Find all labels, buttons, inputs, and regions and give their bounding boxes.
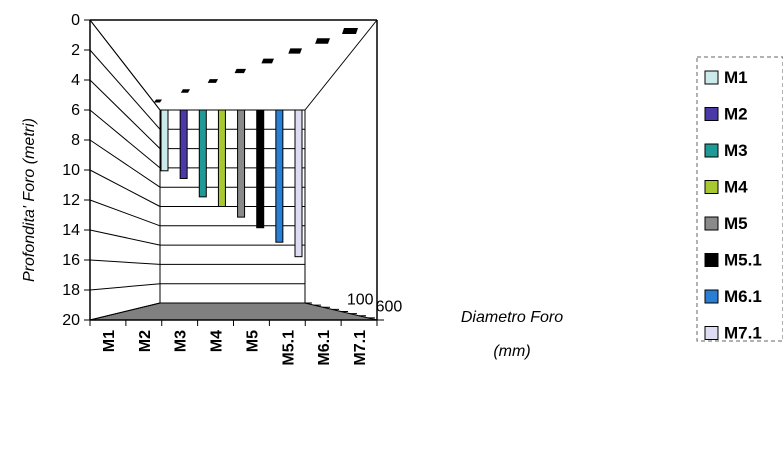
marker-M6.1 bbox=[315, 38, 330, 44]
gridline-side bbox=[89, 259, 161, 265]
bar-M6.1 bbox=[275, 109, 284, 243]
x-tick-label: M5.1 bbox=[280, 330, 297, 366]
legend-swatch-M3 bbox=[704, 143, 719, 158]
y-tick-label: 8 bbox=[71, 132, 80, 149]
wall-edge-top-right bbox=[304, 19, 378, 111]
bar-M2 bbox=[179, 109, 188, 180]
gridline-side bbox=[89, 139, 161, 188]
legend-swatch-M5 bbox=[704, 216, 719, 231]
y-tick-label: 6 bbox=[71, 102, 80, 119]
gridline-side bbox=[89, 229, 161, 246]
y-tick-labels: 0 2 4 6 8 10 12 14 16 18 20 bbox=[62, 12, 90, 329]
marker-M2 bbox=[180, 89, 190, 93]
bar-M5 bbox=[237, 109, 246, 218]
gridline-side bbox=[89, 169, 161, 207]
x-tick-label: M5 bbox=[244, 330, 261, 352]
y-tick-label: 12 bbox=[62, 192, 80, 209]
legend-swatch-M2 bbox=[704, 107, 719, 121]
gridline-side bbox=[89, 79, 161, 149]
y-tick-label: 16 bbox=[62, 252, 80, 269]
x-tick-label: M4 bbox=[209, 330, 226, 352]
x-tick-labels: M1 M2 M3 M4 M5 M5.1 M6.1 M7.1 bbox=[89, 320, 378, 366]
y-tick-label: 20 bbox=[62, 312, 80, 329]
legend-label-M2: M2 bbox=[724, 105, 748, 124]
chart-walls bbox=[89, 19, 378, 321]
marker-M1 bbox=[154, 99, 162, 103]
legend-label-M4: M4 bbox=[724, 178, 748, 197]
bar-M7.1 bbox=[294, 109, 303, 258]
z-tick-label: 600 bbox=[376, 299, 403, 316]
legend-frame bbox=[696, 56, 783, 342]
gridline-side bbox=[89, 109, 161, 169]
x-tick-label: M3 bbox=[173, 330, 190, 352]
legend-label-M5.1: M5.1 bbox=[724, 251, 762, 270]
x-tick-label: M1 bbox=[101, 330, 118, 352]
x-tick-label: M7.1 bbox=[352, 330, 369, 366]
legend-label-M1: M1 bbox=[724, 68, 748, 87]
depth-bars bbox=[160, 109, 303, 258]
z-axis-title: Diametro Foro bbox=[461, 309, 563, 326]
bar-M4 bbox=[217, 109, 226, 207]
z-tick-labels: 100 600 bbox=[305, 292, 403, 321]
legend-swatch-M6.1 bbox=[704, 289, 719, 304]
legend: M1 M2 M3 M4 M5 M5.1 M6.1 M7.1 bbox=[696, 56, 783, 343]
gridline-side bbox=[89, 199, 161, 227]
legend-swatch-M1 bbox=[704, 70, 719, 85]
diameter-markers bbox=[154, 28, 358, 103]
marker-M5 bbox=[261, 58, 274, 64]
marker-M7.1 bbox=[342, 28, 358, 34]
gridline-side bbox=[89, 283, 161, 291]
legend-label-M7.1: M7.1 bbox=[724, 324, 762, 343]
y-tick-label: 10 bbox=[62, 162, 80, 179]
gridline-side bbox=[89, 49, 161, 130]
y-tick-label: 14 bbox=[62, 222, 80, 239]
chart-floor bbox=[89, 302, 378, 321]
y-tick-label: 2 bbox=[71, 42, 80, 59]
x-tick-label: M2 bbox=[137, 330, 154, 352]
marker-M4 bbox=[234, 68, 246, 74]
legend-label-M3: M3 bbox=[724, 141, 748, 160]
bar-M1 bbox=[160, 109, 169, 172]
gridline-side bbox=[89, 302, 161, 321]
x-tick-label: M6.1 bbox=[316, 330, 333, 366]
z-tick-label: 100 bbox=[347, 292, 374, 309]
marker-M3 bbox=[207, 79, 218, 83]
legend-label-M6.1: M6.1 bbox=[724, 287, 762, 306]
legend-swatch-M7.1 bbox=[704, 326, 719, 340]
z-axis-title-unit: (mm) bbox=[493, 343, 530, 360]
legend-swatch-M4 bbox=[704, 180, 719, 194]
y-tick-label: 0 bbox=[71, 12, 80, 29]
y-tick-label: 18 bbox=[62, 282, 80, 299]
bar-M3 bbox=[198, 109, 207, 198]
y-axis-title: Profondita' Foro (metri) bbox=[21, 118, 38, 282]
bar-M5.1 bbox=[256, 109, 265, 229]
legend-swatch-M5.1 bbox=[704, 253, 719, 267]
gridline-side bbox=[89, 19, 161, 111]
y-tick-label: 4 bbox=[71, 72, 80, 89]
legend-label-M5: M5 bbox=[724, 214, 748, 233]
marker-M5.1 bbox=[288, 48, 302, 54]
